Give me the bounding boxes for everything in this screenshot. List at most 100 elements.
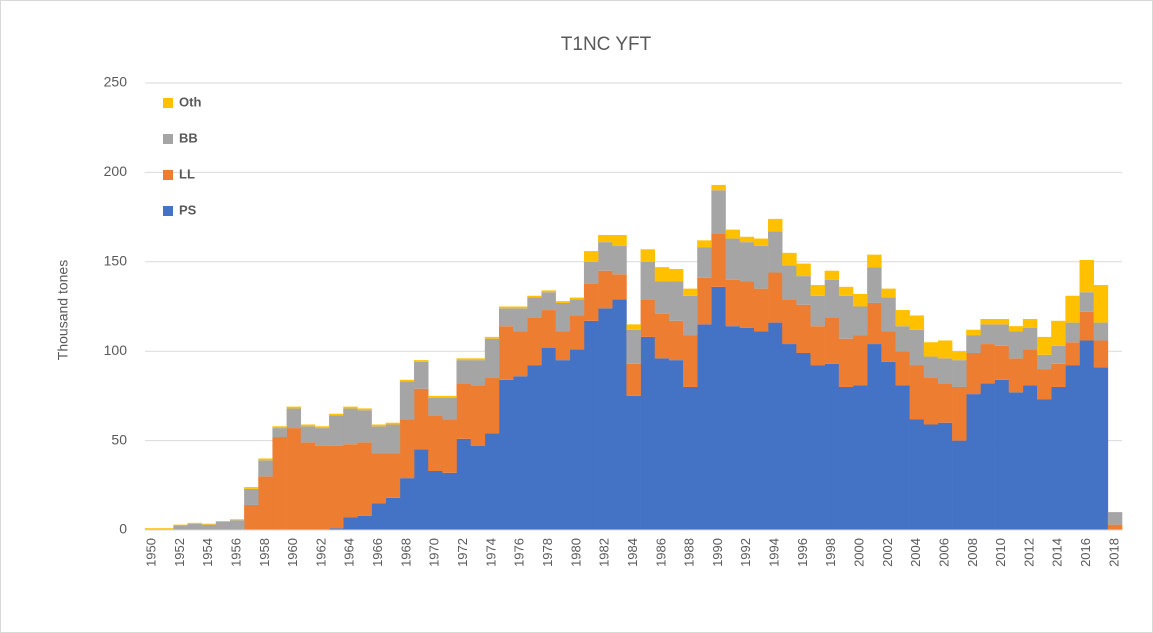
bar-segment [824,363,840,530]
bar-segment [739,281,755,328]
bar-segment [994,379,1010,530]
bar-segment [343,444,358,518]
bar-segment [824,270,840,280]
bar-segment [612,234,627,246]
bar-segment [1079,311,1094,341]
chart-title: T1NC YFT [561,34,652,55]
bar-segment [583,320,599,530]
bar-segment [1051,363,1066,387]
bar-segment [725,229,740,239]
bar-segment [1107,512,1123,525]
x-tick-label: 2010 [993,538,1008,567]
bar-segment [1065,342,1080,366]
bar-segment [1051,386,1066,530]
x-tick-label: 1994 [767,538,782,567]
bar-segment [428,415,443,471]
bar-segment [329,413,344,416]
x-tick-label: 1978 [540,538,555,567]
bar-segment [286,428,302,530]
x-tick-label: 1950 [144,538,159,567]
bar-segment [286,408,302,429]
bar-segment [923,424,939,530]
x-tick-label: 1984 [625,538,640,567]
bar-segment [145,528,160,530]
bar-segment [215,521,231,530]
x-tick-label: 1998 [823,538,838,567]
bar-segment [428,470,443,530]
bar-segment [569,299,585,316]
bar-segment [838,338,854,387]
bar-segment [994,345,1010,380]
x-tick-label: 2018 [1106,538,1121,567]
bar-segment [385,453,401,498]
bar-segment [583,261,599,284]
x-tick-label: 1980 [568,538,583,567]
bar-segment [1065,295,1080,323]
bar-segment [1037,354,1052,370]
bar-segment [414,388,429,450]
bar-segment [1022,327,1038,350]
bar-segment [952,440,967,530]
bar-segment [1093,285,1109,323]
bar-segment [782,265,797,300]
bar-segment [867,344,882,530]
bar-segment [753,238,769,246]
bar-segment [937,422,953,530]
x-tick-label: 1956 [228,538,243,567]
bar-segment [371,503,387,530]
bar-segment [668,360,684,530]
x-tick-label: 2000 [851,538,866,567]
x-tick-label: 1982 [597,538,612,567]
bar-segment [966,394,981,530]
bar-segment [343,406,358,409]
bar-segment [442,397,457,420]
bar-segment [442,419,457,473]
bar-segment [399,379,415,382]
bar-segment [739,327,755,530]
bar-segment [782,344,797,530]
bar-segment [980,319,995,325]
bar-segment [513,306,528,309]
bar-segment [598,234,613,243]
bar-segment [1107,524,1123,530]
bar-segment [1037,399,1052,530]
bar-segment [569,349,585,530]
bar-segment [343,408,358,445]
bar-segment [654,267,670,282]
bar-segment [867,267,882,303]
bar-segment [909,329,925,366]
legend-label: BB [179,130,198,145]
bar-segment [952,386,967,441]
x-tick-label: 2006 [936,538,951,567]
legend-swatch [163,170,173,180]
bar-segment [314,428,330,446]
bar-segment [159,528,174,530]
bar-segment [711,233,726,287]
bar-segment [796,276,811,305]
bar-segment [456,358,471,361]
bar-segment [513,331,528,377]
bar-segment [881,361,896,530]
bar-segment [668,320,684,361]
bar-segment [244,488,259,505]
bar-segment [329,528,344,530]
bar-segment [1065,365,1080,530]
bar-segment [626,363,641,396]
bar-segment [244,487,259,489]
bar-segment [980,344,995,384]
bar-segment [1037,336,1052,355]
bar-segment [753,245,769,289]
bar-segment [895,326,910,352]
bar-segment [838,295,854,339]
bar-segment [739,236,755,243]
bar-segment [541,290,556,293]
bar-segment [442,472,457,530]
bar-segment [1065,322,1080,343]
x-tick-label: 1972 [455,538,470,567]
bar-segment [456,360,471,384]
bar-segment [626,395,641,530]
bar-segment [711,184,726,191]
bar-segment [697,277,712,325]
bar-segment [683,295,698,336]
